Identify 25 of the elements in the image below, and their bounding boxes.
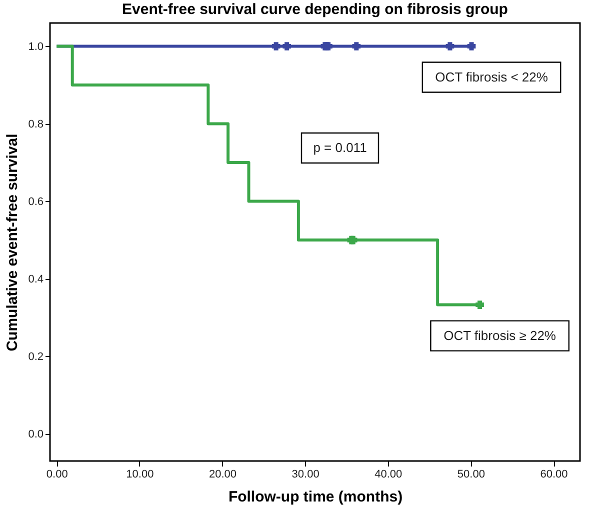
x-tick-label: 50.00 bbox=[457, 468, 485, 480]
y-tick-label: 0.0 bbox=[28, 428, 44, 440]
x-tick-label: 30.00 bbox=[292, 468, 320, 480]
x-tick-label: 20.00 bbox=[208, 468, 237, 480]
point bbox=[352, 42, 361, 50]
y-tick-label: 1.0 bbox=[28, 40, 44, 53]
chart-title: Event-free survival curve depending on fibrosis group bbox=[122, 1, 508, 18]
y-tick-label: 0.2 bbox=[28, 350, 44, 363]
y-tick-label: 0.6 bbox=[28, 196, 44, 208]
point bbox=[272, 42, 280, 50]
x-tick-label: 10.00 bbox=[126, 468, 154, 480]
point bbox=[476, 300, 484, 309]
x-tick-label: 0.00 bbox=[46, 468, 68, 480]
series-label: OCT fibrosis ≥ 22% bbox=[444, 328, 556, 343]
y-tick-label: 0.4 bbox=[28, 273, 44, 286]
point bbox=[467, 42, 476, 50]
x-axis-title: Follow-up time (months) bbox=[228, 488, 403, 506]
y-axis-title: Cumulative event-free survival bbox=[4, 134, 22, 352]
series-label: OCT fibrosis < 22% bbox=[435, 69, 548, 84]
x-tick-label: 60.00 bbox=[540, 468, 568, 480]
annotation: p = 0.011 bbox=[313, 140, 367, 155]
point bbox=[282, 42, 292, 50]
x-tick-label: 40.00 bbox=[374, 468, 402, 480]
y-tick-label: 0.8 bbox=[28, 118, 44, 130]
point bbox=[446, 42, 454, 50]
